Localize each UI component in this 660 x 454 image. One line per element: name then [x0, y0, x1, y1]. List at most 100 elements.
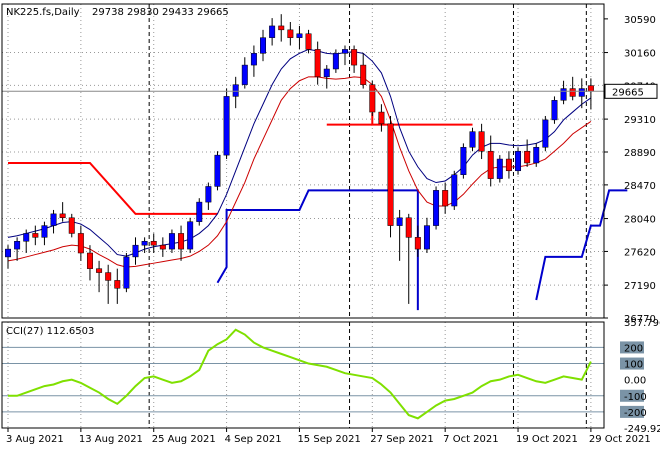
candle-body: [487, 150, 494, 179]
cci-axis-label: -100: [624, 392, 647, 403]
candle-body: [23, 233, 30, 242]
candle-body: [442, 190, 449, 207]
x-tick-label: 15 Sep 2021: [297, 434, 360, 445]
y-tick-label: 26770: [624, 314, 656, 325]
candle-body: [287, 29, 294, 38]
candle-body: [114, 280, 121, 289]
candle-body: [332, 53, 339, 70]
candle-body: [542, 119, 549, 148]
candle-body: [323, 68, 330, 78]
candle-body: [32, 233, 39, 238]
candle-body: [123, 256, 130, 289]
x-tick-label: 27 Sep 2021: [370, 434, 433, 445]
candle-body: [5, 248, 11, 258]
ma-fast-line: [7, 48, 592, 257]
candle-body: [496, 158, 503, 179]
candle-body: [423, 225, 430, 250]
candle-body: [414, 237, 421, 250]
stop-line-bear: [8, 161, 218, 215]
candle-body: [560, 88, 567, 101]
cci-axis-label: -249.929: [624, 424, 660, 435]
ma-slow-line: [7, 76, 592, 268]
candle-body: [105, 272, 112, 281]
candle-body: [551, 100, 558, 121]
cci-axis-label: 100: [624, 360, 643, 371]
candle-body: [68, 217, 75, 234]
candle-body: [205, 186, 212, 203]
candle-body: [469, 131, 476, 148]
candle-body: [515, 150, 522, 172]
candle-body: [524, 150, 531, 164]
candle-body: [569, 88, 576, 97]
candle-body: [451, 174, 458, 207]
candle-body: [433, 190, 440, 226]
ohlc-readout: 29738 29830 29433 29665: [92, 7, 229, 18]
candle-body: [460, 147, 467, 175]
cci-panel-border: [1, 321, 605, 429]
candle-body: [141, 241, 148, 246]
candle-body: [405, 217, 412, 238]
cci-axis-label: 200: [624, 343, 643, 354]
candle-body: [178, 233, 185, 250]
x-tick-label: 19 Oct 2021: [516, 434, 578, 445]
candle-body: [214, 154, 221, 187]
candle-body: [578, 88, 585, 97]
chart-title: NK225.fs,Daily: [6, 7, 80, 18]
cci-level-box: [620, 389, 644, 402]
x-tick-label: 7 Oct 2021: [443, 434, 498, 445]
candle-body: [360, 64, 367, 85]
current-price-label: 29665: [612, 87, 644, 98]
candle-body: [232, 84, 239, 97]
candle-body: [314, 49, 321, 78]
stop-line-bull: [535, 189, 628, 301]
candle-body: [296, 33, 303, 38]
y-tick-label: 28890: [624, 148, 656, 159]
cci-level-box: [620, 405, 644, 418]
candle-body: [196, 201, 203, 222]
candle-body: [86, 252, 93, 269]
candle-body: [187, 221, 194, 250]
cci-title: CCI(27) 112.6503: [6, 326, 94, 337]
cci-panel: [2, 322, 604, 428]
candle-body: [587, 85, 594, 92]
y-tick-label: 29310: [624, 115, 656, 126]
y-tick-label: 28470: [624, 181, 656, 192]
y-tick-label: 28040: [624, 215, 656, 226]
candle-body: [41, 225, 48, 238]
candle-body: [387, 123, 394, 226]
main-panel: [2, 4, 628, 318]
cci-line: [8, 328, 592, 420]
candle-body: [369, 84, 376, 113]
candle-body: [533, 147, 540, 164]
cci-axis-label: 0.00: [624, 376, 646, 387]
candle-body: [150, 241, 157, 246]
cci-level-box: [620, 357, 644, 370]
current-price-box: [604, 83, 658, 99]
candle-body: [505, 158, 512, 172]
candle-body: [50, 213, 57, 226]
candle-body: [14, 241, 21, 250]
candle-body: [59, 213, 66, 219]
candle-body: [478, 131, 485, 152]
cci-axis-label: -200: [624, 408, 647, 419]
x-tick-label: 29 Oct 2021: [589, 434, 651, 445]
candle-body: [351, 49, 358, 66]
candle-body: [223, 96, 230, 156]
candle-body: [168, 233, 175, 250]
x-tick-label: 3 Aug 2021: [6, 434, 64, 445]
cci-axis-label: 357.796: [624, 318, 660, 329]
candle-body: [96, 268, 103, 273]
y-tick-label: 27620: [624, 247, 656, 258]
cci-level-box: [620, 341, 644, 354]
y-tick-label: 27190: [624, 281, 656, 292]
y-tick-label: 30590: [624, 15, 656, 26]
candle-body: [269, 25, 276, 38]
main-panel-border: [1, 3, 605, 319]
candle-body: [260, 37, 266, 54]
candle-body: [342, 49, 348, 54]
candle-body: [132, 244, 139, 258]
axes: 3059030160297402931028890284702804027620…: [1, 3, 660, 445]
x-tick-label: 25 Aug 2021: [152, 434, 216, 445]
